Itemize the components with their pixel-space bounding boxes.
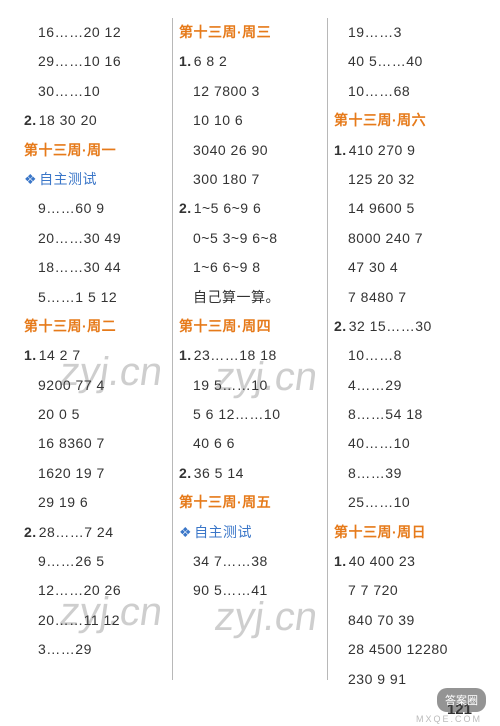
text-line: 1.23……18 18 xyxy=(179,341,321,370)
text-line: 5 6 12……10 xyxy=(179,400,321,429)
list-number: 2. xyxy=(179,465,192,481)
text-line: 47 30 4 xyxy=(334,253,476,282)
text-line: 第十三周·周日 xyxy=(334,518,476,547)
text-line: 1620 19 7 xyxy=(24,459,166,488)
text-line: ❖自主测试 xyxy=(24,165,166,194)
line-text: 18 30 20 xyxy=(39,112,98,128)
text-line: 第十三周·周一 xyxy=(24,136,166,165)
text-line: 14 9600 5 xyxy=(334,194,476,223)
list-number: 2. xyxy=(179,200,192,216)
text-line: 1.14 2 7 xyxy=(24,341,166,370)
text-line: 第十三周·周四 xyxy=(179,312,321,341)
line-text: 410 270 9 xyxy=(349,142,416,158)
text-line: 2.32 15……30 xyxy=(334,312,476,341)
text-line: 1~6 6~9 8 xyxy=(179,253,321,282)
text-line: 自己算一算。 xyxy=(179,283,321,312)
text-line: 第十三周·周二 xyxy=(24,312,166,341)
text-line: 840 70 39 xyxy=(334,606,476,635)
text-line: 2.28……7 24 xyxy=(24,518,166,547)
list-number: 1. xyxy=(334,553,347,569)
text-line: 90 5……41 xyxy=(179,576,321,605)
text-line: 12 7800 3 xyxy=(179,77,321,106)
text-line: 0~5 3~9 6~8 xyxy=(179,224,321,253)
list-number: 2. xyxy=(24,112,37,128)
text-line: 40 5……40 xyxy=(334,47,476,76)
source-badge: 答案圈 xyxy=(437,688,486,712)
line-text: 28……7 24 xyxy=(39,524,114,540)
column-1: 16……20 1229……10 1630……102.18 30 20第十三周·周… xyxy=(18,18,172,680)
text-line: 19……3 xyxy=(334,18,476,47)
page-content: 16……20 1229……10 1630……102.18 30 20第十三周·周… xyxy=(0,0,500,690)
list-number: 2. xyxy=(24,524,37,540)
text-line: 125 20 32 xyxy=(334,165,476,194)
text-line: 3……29 xyxy=(24,635,166,664)
text-line: 9……26 5 xyxy=(24,547,166,576)
text-line: 40 6 6 xyxy=(179,429,321,458)
text-line: 2.1~5 6~9 6 xyxy=(179,194,321,223)
text-line: 2.18 30 20 xyxy=(24,106,166,135)
subheading-text: 自主测试 xyxy=(194,524,252,540)
text-line: 20 0 5 xyxy=(24,400,166,429)
text-line: 40……10 xyxy=(334,429,476,458)
text-line: 9200 77 4 xyxy=(24,371,166,400)
text-line: 8……39 xyxy=(334,459,476,488)
list-number: 2. xyxy=(334,318,347,334)
column-2: 第十三周·周三1.6 8 212 7800 310 10 63040 26 90… xyxy=(172,18,327,680)
text-line: 28 4500 12280 xyxy=(334,635,476,664)
diamond-icon: ❖ xyxy=(24,171,37,187)
text-line: 12……20 26 xyxy=(24,576,166,605)
text-line: 18……30 44 xyxy=(24,253,166,282)
text-line: ❖自主测试 xyxy=(179,518,321,547)
list-number: 1. xyxy=(179,347,192,363)
text-line: 3040 26 90 xyxy=(179,136,321,165)
list-number: 1. xyxy=(179,53,192,69)
line-text: 6 8 2 xyxy=(194,53,228,69)
text-line: 8……54 18 xyxy=(334,400,476,429)
line-text: 36 5 14 xyxy=(194,465,244,481)
line-text: 23……18 18 xyxy=(194,347,277,363)
text-line: 2.36 5 14 xyxy=(179,459,321,488)
text-line: 1.6 8 2 xyxy=(179,47,321,76)
subheading-text: 自主测试 xyxy=(39,171,97,187)
text-line: 第十三周·周三 xyxy=(179,18,321,47)
source-badge-sub: MXQE.COM xyxy=(416,714,482,724)
text-line: 9……60 9 xyxy=(24,194,166,223)
text-line: 8000 240 7 xyxy=(334,224,476,253)
diamond-icon: ❖ xyxy=(179,524,192,540)
text-line: 7 8480 7 xyxy=(334,283,476,312)
line-text: 1~5 6~9 6 xyxy=(194,200,262,216)
list-number: 1. xyxy=(334,142,347,158)
text-line: 20……30 49 xyxy=(24,224,166,253)
text-line: 300 180 7 xyxy=(179,165,321,194)
text-line: 25……10 xyxy=(334,488,476,517)
text-line: 19 5……10 xyxy=(179,371,321,400)
text-line: 10……8 xyxy=(334,341,476,370)
text-line: 第十三周·周五 xyxy=(179,488,321,517)
text-line: 30……10 xyxy=(24,77,166,106)
line-text: 40 400 23 xyxy=(349,553,416,569)
text-line: 4……29 xyxy=(334,371,476,400)
column-3: 19……340 5……4010……68第十三周·周六1.410 270 9125… xyxy=(327,18,482,680)
text-line: 34 7……38 xyxy=(179,547,321,576)
text-line: 第十三周·周六 xyxy=(334,106,476,135)
text-line: 20……11 12 xyxy=(24,606,166,635)
text-line: 10 10 6 xyxy=(179,106,321,135)
text-line: 7 7 720 xyxy=(334,576,476,605)
text-line: 29……10 16 xyxy=(24,47,166,76)
text-line: 16……20 12 xyxy=(24,18,166,47)
text-line: 29 19 6 xyxy=(24,488,166,517)
text-line: 10……68 xyxy=(334,77,476,106)
line-text: 32 15……30 xyxy=(349,318,432,334)
text-line: 16 8360 7 xyxy=(24,429,166,458)
line-text: 14 2 7 xyxy=(39,347,81,363)
text-line: 1.410 270 9 xyxy=(334,136,476,165)
list-number: 1. xyxy=(24,347,37,363)
text-line: 1.40 400 23 xyxy=(334,547,476,576)
text-line: 5……1 5 12 xyxy=(24,283,166,312)
